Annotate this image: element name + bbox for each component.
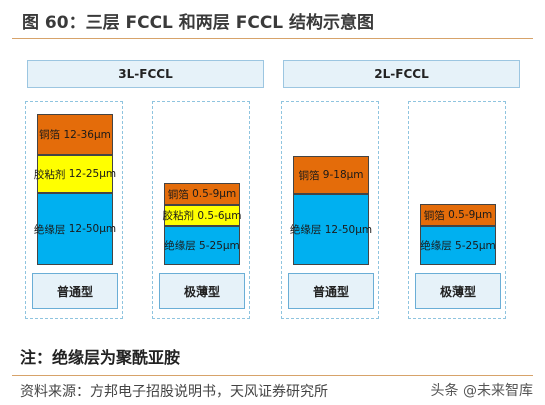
layer-spec: 9-18μm <box>322 169 364 181</box>
type-label: 普通型 <box>288 273 374 309</box>
copper-layer: 铜箔 12-36μm <box>37 114 113 155</box>
adhesive-layer: 胶粘剂 0.5-6μm <box>162 205 242 226</box>
column-2l-standard: 铜箔 9-18μm 绝缘层 12-50μm 普通型 <box>281 101 379 319</box>
layer-spec: 12-50μm <box>68 223 117 235</box>
layer-spec: 0.5-9μm <box>448 209 493 221</box>
insulation-layer: 绝缘层 5-25μm <box>420 226 496 265</box>
insulation-layer: 绝缘层 5-25μm <box>164 226 240 265</box>
layer-name: 铜箔 <box>167 188 189 201</box>
copper-layer: 铜箔 0.5-9μm <box>164 183 240 205</box>
insulation-layer: 绝缘层 12-50μm <box>289 194 373 265</box>
layer-name: 绝缘层 <box>164 240 196 252</box>
type-label: 极薄型 <box>159 273 245 309</box>
layer-spec: 12-50μm <box>324 223 373 236</box>
layer-spec: 0.5-9μm <box>192 188 237 200</box>
layer-name: 绝缘层 <box>289 224 322 236</box>
copper-layer: 铜箔 0.5-9μm <box>420 204 496 226</box>
layer-spec: 0.5-6μm <box>197 209 242 222</box>
header-3l-fccl: 3L-FCCL <box>27 60 264 88</box>
copper-layer: 铜箔 9-18μm <box>293 156 369 194</box>
layer-name: 胶粘剂 <box>33 168 66 181</box>
layer-name: 绝缘层 <box>420 240 452 252</box>
layer-spec: 12-36μm <box>63 128 111 141</box>
header-2l-fccl: 2L-FCCL <box>283 60 520 88</box>
footnote: 注：绝缘层为聚酰亚胺 <box>20 348 181 367</box>
layer-spec: 5-25μm <box>199 239 240 252</box>
type-label: 普通型 <box>32 273 118 309</box>
adhesive-layer: 胶粘剂 12-25μm <box>33 155 117 193</box>
title-divider <box>12 38 533 39</box>
figure-title: 图 60：三层 FCCL 和两层 FCCL 结构示意图 <box>22 13 375 33</box>
source-citation: 资料来源：方邦电子招股说明书，天风证券研究所 <box>20 384 328 400</box>
layer-spec: 12-25μm <box>68 168 117 180</box>
layer-name: 绝缘层 <box>33 223 66 236</box>
type-label: 极薄型 <box>415 273 501 309</box>
column-2l-ultrathin: 铜箔 0.5-9μm 绝缘层 5-25μm 极薄型 <box>408 101 506 319</box>
layer-spec: 5-25μm <box>455 239 496 252</box>
column-3l-ultrathin: 铜箔 0.5-9μm 胶粘剂 0.5-6μm 绝缘层 5-25μm 极薄型 <box>152 101 250 319</box>
layer-name: 胶粘剂 <box>162 210 195 222</box>
layer-name: 铜箔 <box>298 169 320 182</box>
source-divider <box>12 375 533 376</box>
insulation-layer: 绝缘层 12-50μm <box>33 193 117 265</box>
layer-name: 铜箔 <box>39 129 61 141</box>
column-3l-standard: 铜箔 12-36μm 胶粘剂 12-25μm 绝缘层 12-50μm 普通型 <box>25 101 123 319</box>
watermark: 头条 @未来智库 <box>430 383 533 399</box>
layer-name: 铜箔 <box>423 209 445 222</box>
